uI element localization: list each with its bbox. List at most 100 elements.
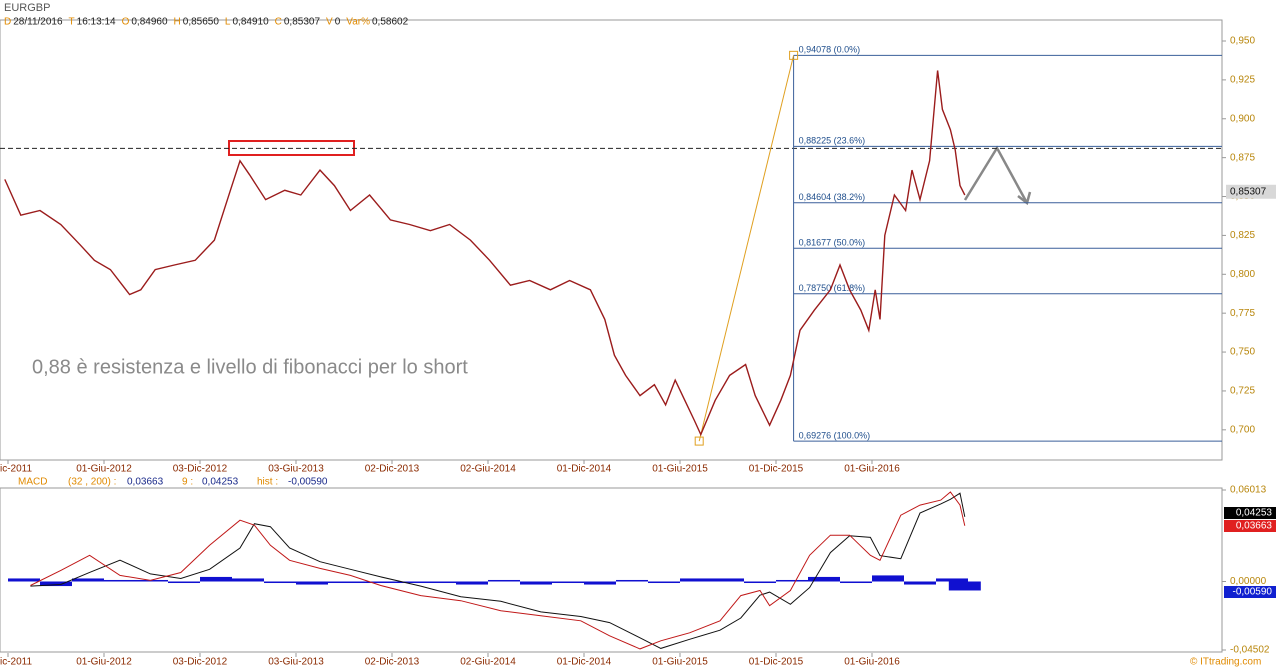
x-tick-label: 01-Dic-2015: [749, 464, 804, 475]
value-badge-label: 0,04253: [1236, 508, 1273, 519]
x-tick-label: 01-Giu-2012: [76, 657, 132, 668]
info-value: 0,85650: [183, 17, 220, 28]
y-tick-label: 0,00000: [1230, 576, 1267, 587]
hist-bar: [808, 576, 840, 582]
annotation: 0,88 è resistenza e livello di fibonacci…: [32, 356, 468, 378]
hist-bar: [520, 581, 552, 585]
price-panel: [0, 19, 1223, 461]
watermark: © ITtrading.com: [1190, 657, 1261, 668]
y-tick-label: 0,875: [1230, 152, 1255, 163]
x-tick-label: 02-Giu-2014: [460, 464, 516, 475]
macd-header: MACD: [18, 477, 47, 488]
y-tick-label: 0,925: [1230, 75, 1255, 86]
x-tick-label: 02-Dic-2013: [365, 464, 420, 475]
value-badge-label: -0,00590: [1233, 587, 1273, 598]
x-tick-label: 01-Dic-2015: [749, 657, 804, 668]
hist-bar: [936, 578, 968, 582]
y-tick-label: 0,900: [1230, 113, 1255, 124]
hist-bar: [584, 581, 616, 585]
fib-label: 0,88225 (23.6%): [799, 136, 866, 146]
hist-bar: [456, 581, 488, 585]
hist-bar: [392, 581, 424, 584]
hist-bar: [552, 581, 584, 584]
y-tick-label: 0,700: [1230, 424, 1255, 435]
macd-header: 0,04253: [202, 477, 239, 488]
x-tick-label: 03-Dic-2012: [173, 464, 228, 475]
hist-bar: [424, 581, 456, 584]
x-tick-label: 01-Giu-2012: [76, 464, 132, 475]
hist-bar: [680, 578, 712, 582]
macd-header: (32 , 200) :: [68, 477, 116, 488]
info-key: T: [69, 17, 75, 28]
hist-bar: [712, 578, 744, 582]
macd-header: 0,03663: [127, 477, 164, 488]
fib-diagonal: [698, 55, 795, 442]
x-tick-label: ic-2011: [0, 464, 32, 475]
y-tick-label: 0,725: [1230, 386, 1255, 397]
y-tick-label: -0,04502: [1230, 645, 1270, 656]
hist-bar: [872, 575, 904, 582]
fib-label: 0,84604 (38.2%): [799, 192, 866, 202]
hist-bar: [904, 581, 936, 585]
x-tick-label: 01-Giu-2015: [652, 464, 708, 475]
info-value: 0,84910: [232, 17, 269, 28]
info-value: 0,58602: [372, 17, 409, 28]
macd-header: -0,00590: [288, 477, 328, 488]
price-line: [4, 70, 966, 437]
x-tick-label: 01-Giu-2016: [844, 464, 900, 475]
x-tick-label: 01-Dic-2014: [557, 464, 612, 475]
symbol: EURGBP: [4, 2, 50, 14]
info-key: L: [225, 17, 231, 28]
hist-bar: [72, 578, 104, 582]
x-tick-label: ic-2011: [0, 657, 32, 668]
macd-header: 9 :: [182, 477, 193, 488]
x-tick-label: 03-Dic-2012: [173, 657, 228, 668]
x-tick-label: 03-Giu-2013: [268, 657, 324, 668]
info-value: 16:13:14: [77, 17, 116, 28]
fib-label: 0,69276 (100.0%): [799, 430, 871, 440]
fib-label: 0,94078 (0.0%): [799, 45, 861, 55]
hist-bar: [200, 576, 232, 582]
fib-anchor: [789, 50, 799, 60]
hist-bar: [776, 579, 808, 582]
fib-anchor: [694, 436, 704, 446]
hist-bar: [136, 579, 168, 582]
y-tick-label: 0,06013: [1230, 485, 1267, 496]
x-tick-label: 01-Giu-2016: [844, 657, 900, 668]
info-key: O: [122, 17, 130, 28]
hist-bar: [948, 581, 981, 591]
value-badge: [1224, 520, 1276, 532]
x-tick-label: 03-Giu-2013: [268, 464, 324, 475]
signal-line: [30, 492, 966, 649]
hist-bar: [232, 578, 264, 582]
hist-bar: [328, 581, 360, 584]
macd-panel: [0, 487, 1223, 653]
fib-label: 0,78750 (61.8%): [799, 283, 866, 293]
x-tick-label: 02-Giu-2014: [460, 657, 516, 668]
hist-bar: [616, 579, 648, 582]
hist-bar: [840, 581, 872, 584]
info-key: Var%: [346, 17, 370, 28]
x-tick-label: 01-Dic-2014: [557, 657, 612, 668]
info-value: 0,85307: [284, 17, 321, 28]
info-key: D: [4, 17, 11, 28]
value-badge: [1224, 586, 1276, 598]
hist-bar: [296, 581, 328, 585]
info-key: C: [275, 17, 282, 28]
y-tick-label: 0,950: [1230, 36, 1255, 47]
y-tick-label: 0,800: [1230, 269, 1255, 280]
last-price-label: 0,85307: [1230, 186, 1267, 197]
hist-bar: [104, 579, 136, 582]
info-value: 28/11/2016: [13, 17, 63, 28]
y-tick-label: 0,775: [1230, 308, 1255, 319]
hist-bar: [8, 578, 40, 582]
y-tick-label: 0,825: [1230, 230, 1255, 241]
info-key: V: [326, 17, 333, 28]
x-tick-label: 02-Dic-2013: [365, 657, 420, 668]
value-badge: [1224, 507, 1276, 519]
info-key: H: [174, 17, 181, 28]
info-value: 0,84960: [131, 17, 168, 28]
x-tick-label: 01-Giu-2015: [652, 657, 708, 668]
last-price-badge: [1226, 184, 1276, 199]
